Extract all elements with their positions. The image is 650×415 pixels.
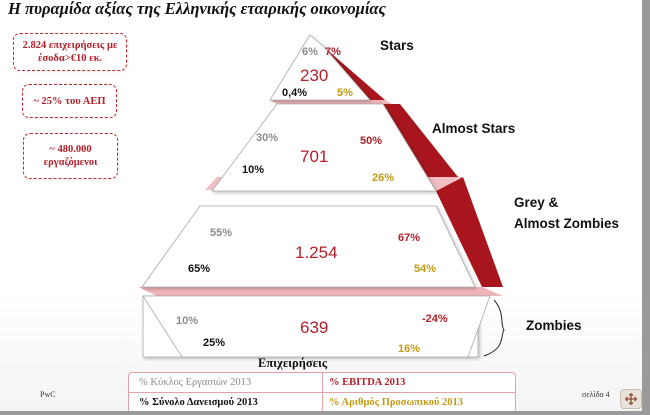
legend-staff: % Αριθμός Προσωπικού 2013 bbox=[329, 397, 464, 408]
tier-label-grey-line2: Almost Zombies bbox=[514, 216, 620, 231]
zombies-revenue-share: 10% bbox=[176, 315, 198, 327]
legend-debt: % Σύνολο Δανεισμού 2013 bbox=[139, 397, 258, 408]
tier-almost-stars bbox=[211, 103, 437, 192]
stat-companies-text: 2.824 επιχειρήσεις με έσοδα>€10 εκ. bbox=[22, 40, 118, 64]
stat-box-companies: 2.824 επιχειρήσεις με έσοδα>€10 εκ. bbox=[13, 33, 127, 71]
window-bottom-border bbox=[0, 411, 650, 415]
legend-row-1: % Κύκλος Εργασιών 2013 % EBITDA 2013 bbox=[129, 373, 515, 392]
band-1 bbox=[270, 100, 392, 104]
stars-companies: 230 bbox=[300, 66, 328, 85]
almost-stars-debt-share: 10% bbox=[242, 164, 264, 176]
tier-grey-side bbox=[436, 177, 503, 287]
almost-stars-revenue-share: 30% bbox=[256, 132, 278, 144]
footer-brand: PwC bbox=[40, 390, 56, 399]
tier-label-almost-stars: Almost Stars bbox=[432, 121, 516, 136]
stars-ebitda-share: 7% bbox=[325, 46, 341, 58]
zombies-debt-share: 25% bbox=[203, 337, 225, 349]
tier-stars-side bbox=[310, 35, 385, 100]
grey-companies: 1.254 bbox=[295, 243, 338, 262]
grey-revenue-share: 55% bbox=[210, 227, 232, 239]
zombies-companies: 639 bbox=[300, 318, 328, 337]
legend-divider bbox=[322, 373, 323, 413]
zombies-staff-share: 16% bbox=[398, 343, 420, 355]
legend-hline bbox=[129, 392, 515, 393]
tier-label-zombies: Zombies bbox=[526, 318, 582, 333]
expand-arrows-icon bbox=[625, 393, 637, 405]
tier-grey bbox=[141, 205, 476, 288]
legend-ebitda: % EBITDA 2013 bbox=[329, 377, 406, 388]
companies-header: Επιχειρήσεις bbox=[258, 356, 328, 370]
legend-table: % Κύκλος Εργασιών 2013 % EBITDA 2013 % Σ… bbox=[128, 372, 516, 414]
grey-ebitda-share: 67% bbox=[398, 232, 420, 244]
legend-revenue: % Κύκλος Εργασιών 2013 bbox=[139, 377, 252, 388]
almost-stars-companies: 701 bbox=[300, 147, 328, 166]
almost-stars-ebitda-share: 50% bbox=[360, 135, 382, 147]
expand-icon[interactable] bbox=[620, 389, 642, 409]
footer-page: σελίδα 4 bbox=[582, 390, 610, 399]
slide-title: Η πυραμίδα αξίας της Ελληνικής εταιρικής… bbox=[8, 0, 386, 18]
tier-label-stars: Stars bbox=[380, 38, 414, 53]
tier-almost-stars-side bbox=[383, 104, 458, 177]
stat-employees-text: ~ 480.000 εργαζόμενοι bbox=[43, 144, 98, 168]
band-3 bbox=[138, 287, 503, 296]
stat-box-gdp: ~ 25% του ΑΕΠ bbox=[22, 84, 117, 118]
zombies-ebitda-share: -24% bbox=[422, 313, 448, 325]
window-right-border bbox=[642, 0, 650, 415]
tier-label-grey-line1: Grey & bbox=[514, 195, 559, 210]
tier-zombies-shape bbox=[142, 295, 491, 358]
legend-row-2: % Σύνολο Δανεισμού 2013 % Αριθμός Προσωπ… bbox=[129, 393, 515, 412]
grey-staff-share: 54% bbox=[414, 263, 436, 275]
stars-revenue-share: 6% bbox=[302, 46, 318, 58]
stat-gdp-text: ~ 25% του ΑΕΠ bbox=[33, 95, 106, 107]
zombies-bracket bbox=[483, 299, 505, 357]
grey-debt-share: 65% bbox=[188, 263, 210, 275]
tier-stars bbox=[269, 34, 371, 101]
stat-box-employees: ~ 480.000 εργαζόμενοι bbox=[23, 133, 118, 179]
stars-staff-share: 5% bbox=[337, 87, 353, 99]
stars-debt-share: 0,4% bbox=[282, 87, 307, 99]
almost-stars-staff-share: 26% bbox=[372, 172, 394, 184]
